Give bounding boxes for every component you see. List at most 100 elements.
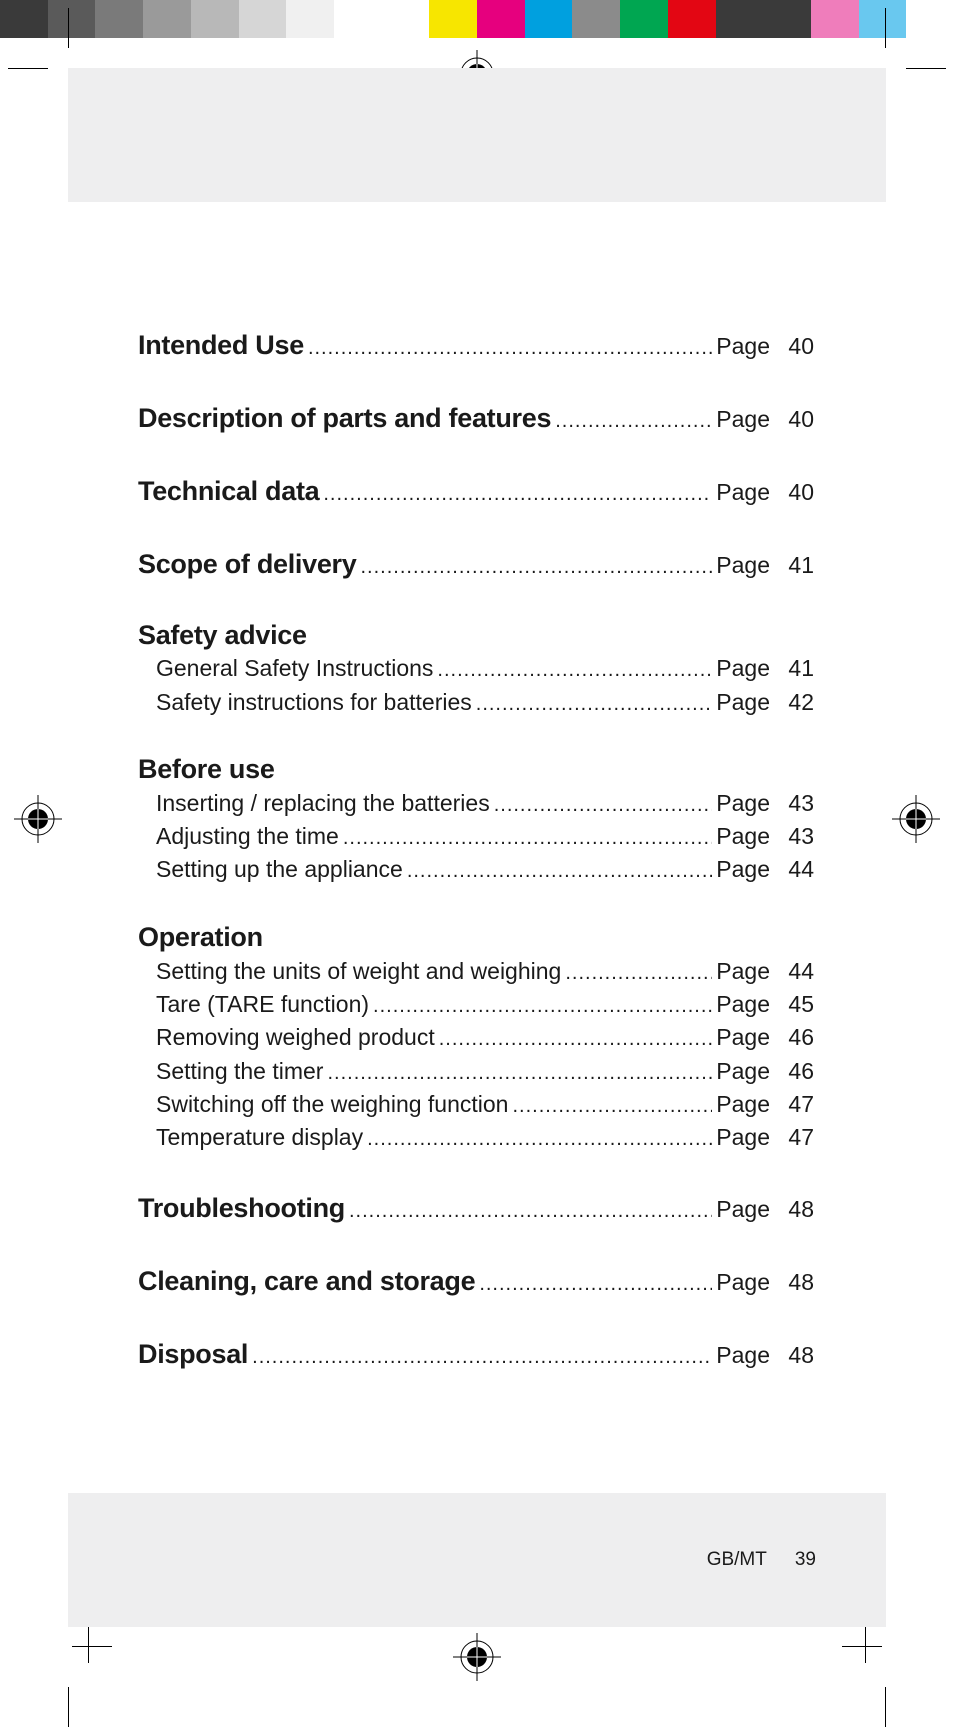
toc-section: Intended Use............................… xyxy=(138,326,814,365)
toc-page-label: Page xyxy=(716,476,770,509)
toc-leader: ........................................… xyxy=(373,992,712,1021)
toc-sub-entry: Removing weighed product................… xyxy=(138,1021,814,1054)
color-swatch xyxy=(906,0,954,38)
color-swatch xyxy=(477,0,525,38)
toc-subtitle: Switching off the weighing function xyxy=(156,1088,508,1121)
color-swatch xyxy=(286,0,334,38)
toc-page-label: Page xyxy=(716,686,770,719)
toc-title: Description of parts and features xyxy=(138,399,551,438)
toc-section: Description of parts and features.......… xyxy=(138,399,814,438)
toc-leader: ........................................… xyxy=(494,791,713,820)
color-swatch xyxy=(95,0,143,38)
toc-main-entry: Troubleshooting.........................… xyxy=(138,1189,814,1228)
footer-page-number: 39 xyxy=(795,1549,816,1571)
color-swatch xyxy=(239,0,287,38)
color-swatch xyxy=(429,0,477,38)
color-swatch xyxy=(48,0,96,38)
color-swatch xyxy=(811,0,859,38)
color-swatch xyxy=(382,0,430,38)
color-swatch xyxy=(572,0,620,38)
toc-page-num: 44 xyxy=(778,955,814,988)
color-swatch xyxy=(716,0,764,38)
toc-leader: ........................................… xyxy=(252,1343,712,1372)
toc-page-num: 43 xyxy=(778,787,814,820)
toc-page-label: Page xyxy=(716,1088,770,1121)
toc-page-label: Page xyxy=(716,1021,770,1054)
color-calibration-bar xyxy=(0,0,954,38)
toc-leader: ........................................… xyxy=(327,1059,712,1088)
toc-page-label: Page xyxy=(716,1339,770,1372)
color-swatch xyxy=(0,0,48,38)
registration-mark-left xyxy=(14,795,62,843)
toc-page-label: Page xyxy=(716,787,770,820)
toc-leader: ........................................… xyxy=(476,690,713,719)
toc-leader: ........................................… xyxy=(439,1025,713,1054)
toc-page-num: 45 xyxy=(778,988,814,1021)
toc-sub-entry: Adjusting the time......................… xyxy=(138,820,814,853)
toc-subtitle: Safety instructions for batteries xyxy=(156,686,472,719)
toc-page-num: 40 xyxy=(778,330,814,363)
toc-page-label: Page xyxy=(716,1266,770,1299)
footer-band: GB/MT 39 xyxy=(68,1493,886,1627)
toc-page-label: Page xyxy=(716,853,770,886)
color-swatch xyxy=(763,0,811,38)
toc-page-label: Page xyxy=(716,988,770,1021)
toc-sub-entry: Setting up the appliance................… xyxy=(138,853,814,886)
toc-page-label: Page xyxy=(716,1121,770,1154)
toc-page-label: Page xyxy=(716,403,770,436)
toc-leader: ........................................… xyxy=(407,857,712,886)
toc-page-num: 44 xyxy=(778,853,814,886)
toc-subtitle: Temperature display xyxy=(156,1121,363,1154)
color-swatch xyxy=(668,0,716,38)
toc-page-label: Page xyxy=(716,955,770,988)
toc-leader: ........................................… xyxy=(479,1270,712,1299)
toc-main-entry: Technical data..........................… xyxy=(138,472,814,511)
toc-leader: ........................................… xyxy=(349,1197,712,1226)
toc-heading: Safety advice xyxy=(138,619,814,653)
toc-page-num: 48 xyxy=(778,1193,814,1226)
toc-subtitle: Setting up the appliance xyxy=(156,853,403,886)
toc-page-num: 48 xyxy=(778,1266,814,1299)
toc-sub-entry: Setting the units of weight and weighing… xyxy=(138,955,814,988)
toc-section: Cleaning, care and storage..............… xyxy=(138,1262,814,1301)
toc-section: Troubleshooting.........................… xyxy=(138,1189,814,1228)
toc-page-label: Page xyxy=(716,330,770,363)
toc-page-num: 47 xyxy=(778,1121,814,1154)
toc-content: Intended Use............................… xyxy=(138,326,814,1408)
color-swatch xyxy=(525,0,573,38)
toc-page-num: 41 xyxy=(778,549,814,582)
toc-section: Scope of delivery.......................… xyxy=(138,545,814,584)
toc-leader: ........................................… xyxy=(308,334,712,363)
toc-section: Disposal................................… xyxy=(138,1335,814,1374)
footer-language: GB/MT xyxy=(707,1549,767,1571)
toc-leader: ........................................… xyxy=(565,959,712,988)
color-swatch xyxy=(334,0,382,38)
toc-page-label: Page xyxy=(716,1193,770,1226)
toc-page-num: 40 xyxy=(778,403,814,436)
toc-leader: ........................................… xyxy=(343,824,712,853)
toc-subtitle: General Safety Instructions xyxy=(156,652,433,685)
toc-title: Troubleshooting xyxy=(138,1189,345,1228)
toc-title: Before use xyxy=(138,754,275,784)
registration-mark-bottom xyxy=(453,1633,501,1681)
toc-title: Safety advice xyxy=(138,620,307,650)
color-swatch xyxy=(620,0,668,38)
toc-title: Scope of delivery xyxy=(138,545,356,584)
toc-title: Technical data xyxy=(138,472,319,511)
toc-sub-entry: Safety instructions for batteries.......… xyxy=(138,686,814,719)
toc-page-num: 47 xyxy=(778,1088,814,1121)
toc-leader: ........................................… xyxy=(555,407,712,436)
color-swatch xyxy=(143,0,191,38)
toc-sub-entry: Inserting / replacing the batteries.....… xyxy=(138,787,814,820)
registration-mark-right xyxy=(892,795,940,843)
toc-page-num: 46 xyxy=(778,1021,814,1054)
header-band xyxy=(68,68,886,202)
toc-page-num: 43 xyxy=(778,820,814,853)
toc-title: Disposal xyxy=(138,1335,248,1374)
toc-leader: ........................................… xyxy=(367,1125,712,1154)
toc-title: Intended Use xyxy=(138,326,304,365)
toc-main-entry: Intended Use............................… xyxy=(138,326,814,365)
crop-mark-bottom-right xyxy=(846,1627,906,1687)
toc-sub-entry: Setting the timer.......................… xyxy=(138,1055,814,1088)
toc-leader: ........................................… xyxy=(323,480,712,509)
